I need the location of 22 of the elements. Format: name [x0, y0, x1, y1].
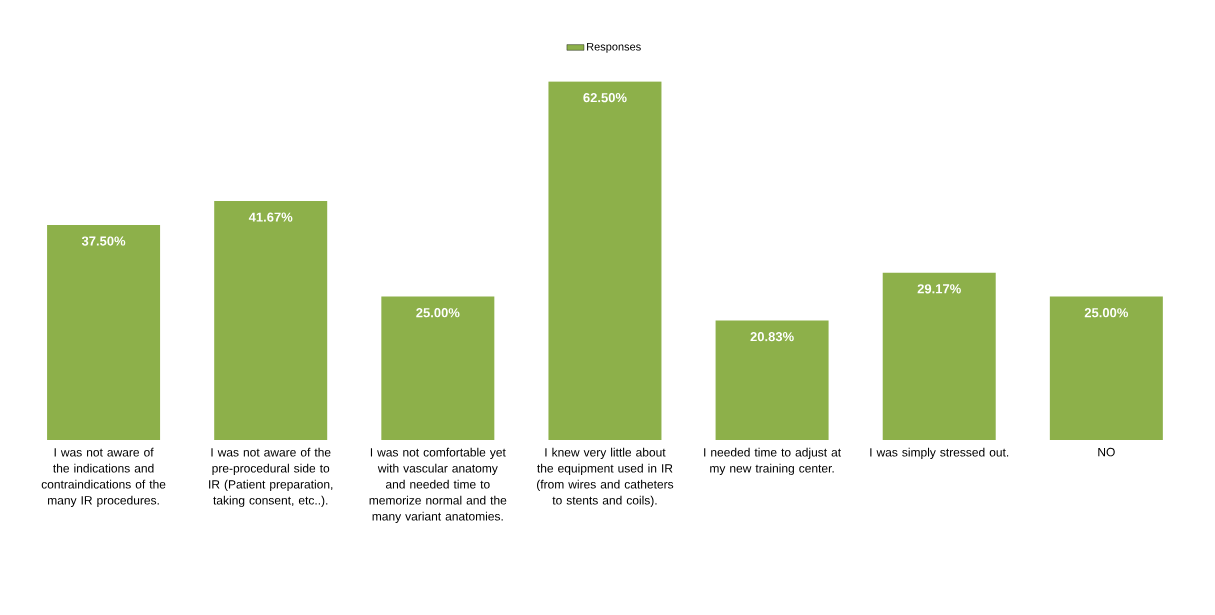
data-label: 37.50% [81, 236, 126, 246]
x-tick-label: I was not comfortable yet with vascular anatomy and needed time to memorize normal and the many variant anatomies. [369, 447, 507, 523]
data-label: 62.50% [583, 93, 627, 103]
bar [47, 224, 161, 440]
x-tick-label: I was not aware of the indications and contraindications of the many IR procedures. [41, 447, 166, 507]
data-label: 20.83% [750, 332, 794, 342]
bar [1049, 296, 1163, 440]
x-tick-label: I needed time to adjust at my new training center. [704, 447, 842, 475]
x-tick-label: I knew very little about the equipment used in IR (from wires and catheters to stents and coils). [537, 447, 674, 507]
bar [715, 320, 829, 440]
bar [214, 200, 328, 440]
data-label: 29.17% [917, 284, 961, 294]
bar [882, 272, 996, 440]
bar [548, 81, 662, 440]
bar [381, 296, 495, 440]
x-tick-label: I was not aware of the pre-procedural side to IR (Patient preparation, taking consent, etc..). [209, 447, 333, 507]
data-label: 25.00% [416, 308, 460, 318]
x-tick-label: NO [1098, 447, 1115, 457]
legend-label: Responses [587, 42, 641, 53]
x-tick-label: I was simply stressed out. [870, 447, 1009, 459]
data-label: 41.67% [248, 212, 293, 222]
data-label: 25.00% [1084, 308, 1129, 318]
